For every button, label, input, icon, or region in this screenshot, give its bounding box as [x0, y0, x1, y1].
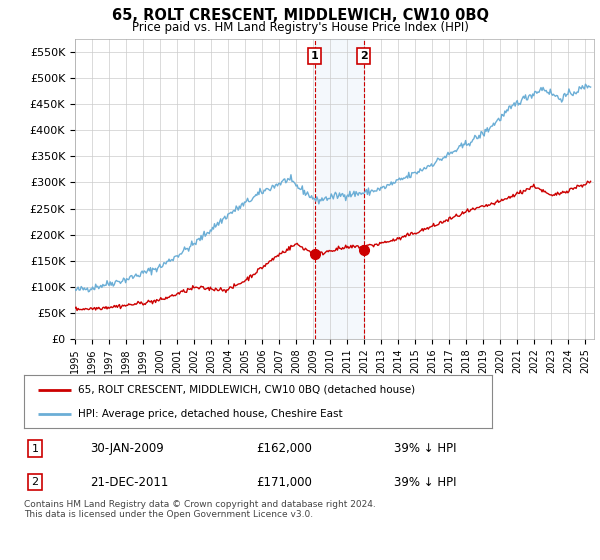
Text: 30-JAN-2009: 30-JAN-2009: [90, 442, 164, 455]
Text: 39% ↓ HPI: 39% ↓ HPI: [394, 475, 457, 489]
Text: £162,000: £162,000: [256, 442, 312, 455]
Text: HPI: Average price, detached house, Cheshire East: HPI: Average price, detached house, Ches…: [78, 409, 343, 419]
Text: 65, ROLT CRESCENT, MIDDLEWICH, CW10 0BQ: 65, ROLT CRESCENT, MIDDLEWICH, CW10 0BQ: [112, 8, 488, 24]
Text: Price paid vs. HM Land Registry's House Price Index (HPI): Price paid vs. HM Land Registry's House …: [131, 21, 469, 34]
Text: 39% ↓ HPI: 39% ↓ HPI: [394, 442, 457, 455]
Text: 2: 2: [360, 51, 368, 61]
Text: Contains HM Land Registry data © Crown copyright and database right 2024.
This d: Contains HM Land Registry data © Crown c…: [24, 500, 376, 519]
Bar: [314, 39, 364, 339]
Text: £171,000: £171,000: [256, 475, 312, 489]
Text: 1: 1: [311, 51, 319, 61]
Text: 21-DEC-2011: 21-DEC-2011: [90, 475, 169, 489]
Text: 2: 2: [31, 477, 38, 487]
Text: 65, ROLT CRESCENT, MIDDLEWICH, CW10 0BQ (detached house): 65, ROLT CRESCENT, MIDDLEWICH, CW10 0BQ …: [78, 385, 415, 395]
Text: 1: 1: [32, 444, 38, 454]
